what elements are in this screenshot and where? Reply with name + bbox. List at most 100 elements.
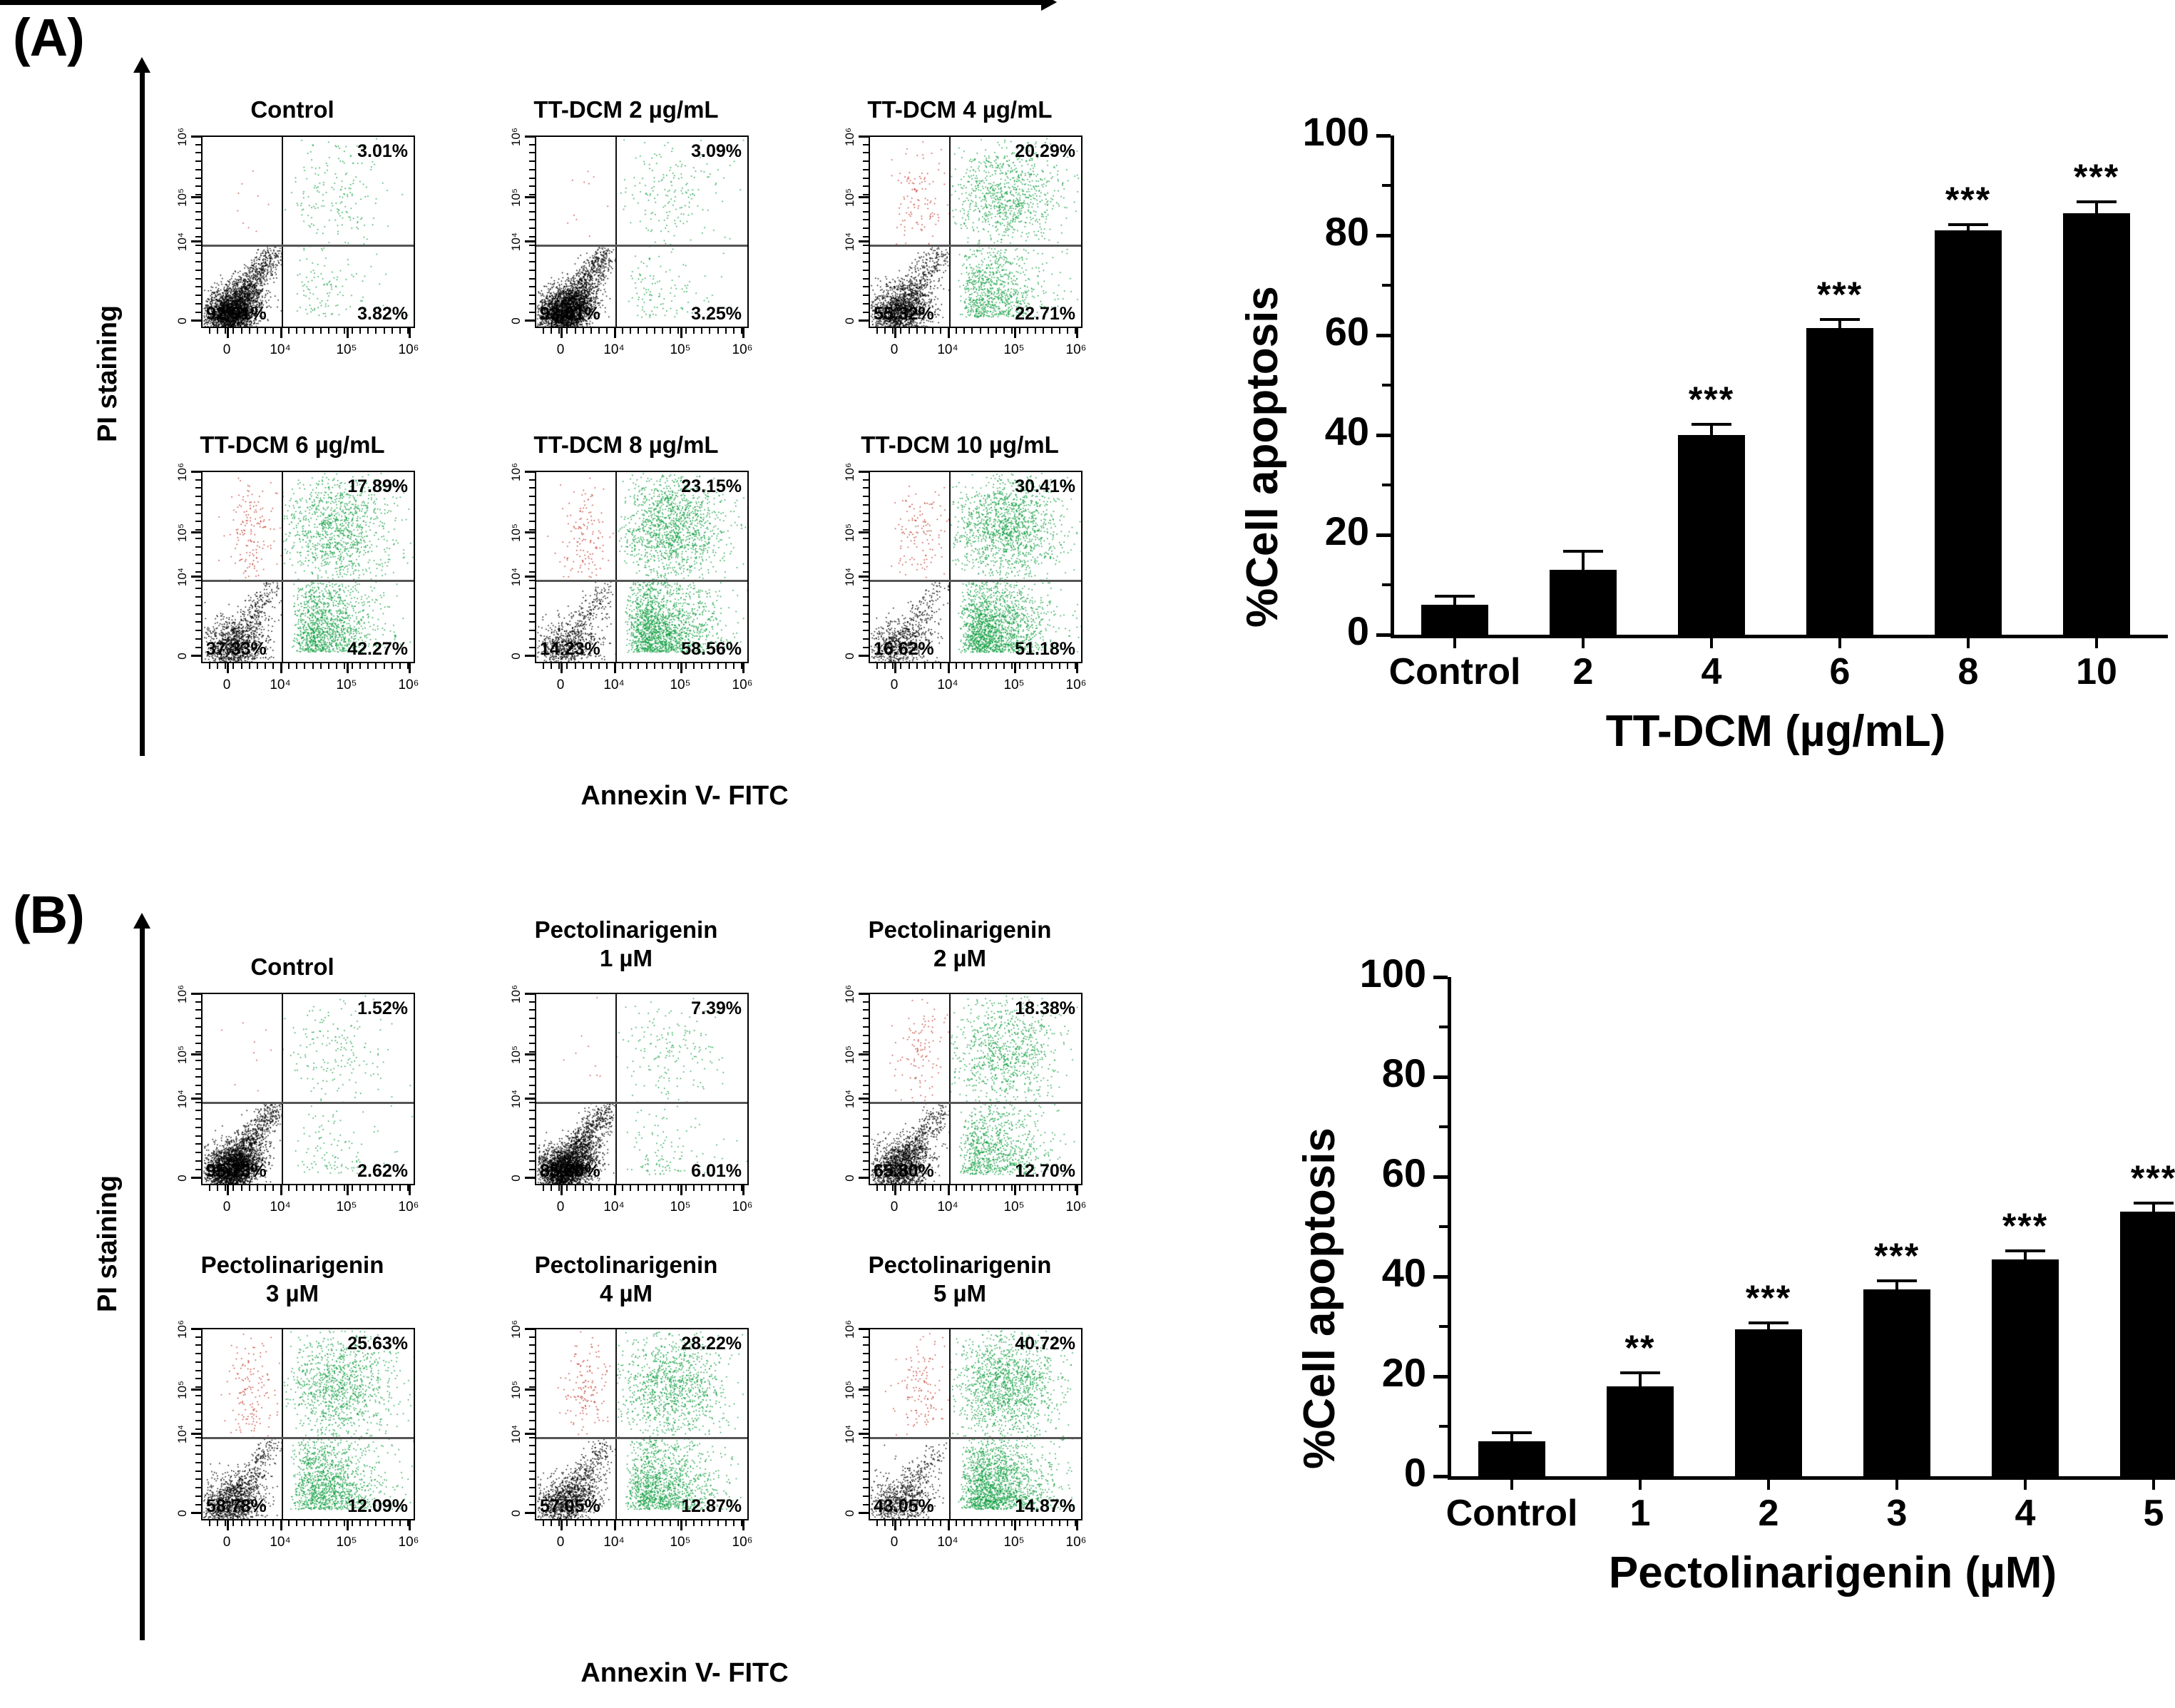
- flow-x-tick-label: 0: [222, 1535, 231, 1550]
- flow-y-minor-tick: [529, 1478, 535, 1481]
- flow-y-tickmark: [191, 471, 201, 473]
- flow-x-tickmark: [561, 1520, 563, 1530]
- flow-y-tickmark: [525, 240, 535, 243]
- quadrant-horizontal-line: [203, 1102, 414, 1104]
- flow-x-minor-tick: [923, 1520, 926, 1526]
- flow-x-minor-tick: [614, 663, 616, 669]
- flow-y-minor-tick: [195, 554, 201, 556]
- flow-x-tick-label: 10⁴: [603, 1200, 625, 1214]
- flow-x-minor-tick: [971, 1520, 973, 1526]
- bar-chart-bar: [1607, 1386, 1674, 1476]
- flow-y-minor-tick: [195, 1051, 201, 1053]
- quadrant-vertical-line: [615, 137, 617, 327]
- flow-x-tick-label: 10⁴: [603, 1535, 625, 1550]
- flow-x-minor-tick: [963, 1185, 966, 1191]
- flow-x-minor-tick: [1066, 663, 1068, 669]
- flow-x-minor-tick: [1050, 1520, 1053, 1526]
- bar-chart-error-bar: [1767, 1321, 1770, 1329]
- flow-x-minor-tick: [1050, 328, 1053, 334]
- flow-y-minor-tick: [195, 319, 201, 322]
- flow-y-tick-label: 10⁵: [509, 1045, 523, 1065]
- flow-y-minor-tick: [195, 596, 201, 598]
- flow-x-minor-tick: [630, 1520, 632, 1526]
- flow-y-minor-tick: [863, 1386, 869, 1389]
- flow-y-minor-tick: [195, 579, 201, 581]
- flow-x-minor-tick: [725, 328, 727, 334]
- flow-x-minor-tick: [725, 663, 727, 669]
- flow-x-tick-label: 10⁶: [1065, 677, 1087, 692]
- flow-y-minor-tick: [529, 1135, 535, 1137]
- flow-x-tick-label: 10⁵: [1003, 1535, 1025, 1550]
- flow-y-minor-tick: [529, 655, 535, 657]
- flow-x-tick-label: 10⁶: [1065, 342, 1087, 357]
- flow-x-minor-tick: [209, 328, 211, 334]
- flow-y-minor-tick: [195, 613, 201, 615]
- flow-x-minor-tick: [558, 663, 561, 669]
- flow-x-minor-tick: [638, 1520, 640, 1526]
- flow-y-minor-tick: [529, 194, 535, 196]
- flow-y-minor-tick: [529, 1445, 535, 1447]
- flow-y-minor-tick: [195, 1009, 201, 1011]
- flow-y-minor-tick: [863, 1135, 869, 1137]
- flow-x-minor-tick: [327, 1185, 329, 1191]
- flow-x-minor-tick: [979, 328, 981, 334]
- flow-x-minor-tick: [272, 328, 274, 334]
- flow-y-minor-tick: [863, 160, 869, 163]
- flow-y-tick-label: 0: [509, 1510, 523, 1517]
- flow-x-minor-tick: [406, 328, 409, 334]
- flow-y-minor-tick: [863, 621, 869, 623]
- flow-y-minor-tick: [195, 1428, 201, 1430]
- flow-x-minor-tick: [558, 1520, 561, 1526]
- flow-x-minor-tick: [335, 328, 337, 334]
- flow-x-minor-tick: [335, 663, 337, 669]
- quadrant-percent-lower-left: 16.62%: [874, 639, 934, 659]
- flow-x-minor-tick: [1035, 663, 1037, 669]
- flow-x-minor-tick: [1011, 663, 1013, 669]
- flow-y-minor-tick: [195, 210, 201, 213]
- bar-chart-x-tick: [1895, 1480, 1898, 1490]
- flow-y-tick-label: 10⁴: [509, 232, 523, 252]
- flow-y-minor-tick: [529, 261, 535, 263]
- flow-x-minor-tick: [574, 328, 576, 334]
- flow-x-minor-tick: [1019, 663, 1021, 669]
- flow-x-minor-tick: [399, 663, 401, 669]
- flow-x-minor-tick: [900, 1520, 902, 1526]
- bar-chart-significance-marker: ***: [2002, 1205, 2049, 1246]
- flow-x-minor-tick: [685, 663, 687, 669]
- flow-x-minor-tick: [232, 1520, 235, 1526]
- flow-y-tickmark: [859, 1389, 869, 1391]
- bar-chart-x-tick-label: 2: [1758, 1493, 1779, 1534]
- flow-y-minor-tick: [195, 1503, 201, 1505]
- flow-x-minor-tick: [225, 1185, 227, 1191]
- flow-y-minor-tick: [863, 185, 869, 188]
- flow-x-tick-label: 0: [890, 677, 899, 692]
- flow-x-minor-tick: [217, 1185, 219, 1191]
- flow-x-minor-tick: [717, 1520, 719, 1526]
- flow-scatter-canvas: [870, 472, 1081, 662]
- quadrant-vertical-line: [949, 472, 951, 662]
- flow-x-minor-tick: [406, 663, 409, 669]
- quadrant-percent-upper-right: 18.38%: [1015, 998, 1075, 1018]
- flow-x-minor-tick: [319, 1520, 322, 1526]
- flow-y-minor-tick: [863, 579, 869, 581]
- flow-plot-frame: 30.41% 16.62% 51.18%: [869, 471, 1083, 663]
- bar-chart-y-tick-label: 100: [1302, 109, 1369, 154]
- flow-x-minor-tick: [551, 1185, 553, 1191]
- flow-y-minor-tick: [195, 1168, 201, 1170]
- flow-y-minor-tick: [529, 168, 535, 170]
- flow-x-minor-tick: [359, 663, 362, 669]
- flow-y-minor-tick: [863, 152, 869, 154]
- flow-x-tickmark: [347, 1185, 349, 1195]
- flow-x-minor-tick: [1043, 328, 1045, 334]
- flow-y-minor-tick: [195, 1152, 201, 1154]
- bar-chart-y-tick-label: 80: [1381, 1050, 1426, 1095]
- flow-y-tick-label: 0: [843, 1175, 856, 1182]
- flow-plot-frame: 18.38% 65.80% 12.70%: [869, 993, 1083, 1185]
- flow-x-minor-tick: [288, 328, 290, 334]
- quadrant-percent-lower-right: 12.70%: [1015, 1161, 1075, 1181]
- flow-x-minor-tick: [685, 1185, 687, 1191]
- flow-x-minor-tick: [1019, 1185, 1021, 1191]
- flow-y-tick-label: 10⁴: [843, 568, 856, 587]
- flow-y-tickmark: [859, 993, 869, 995]
